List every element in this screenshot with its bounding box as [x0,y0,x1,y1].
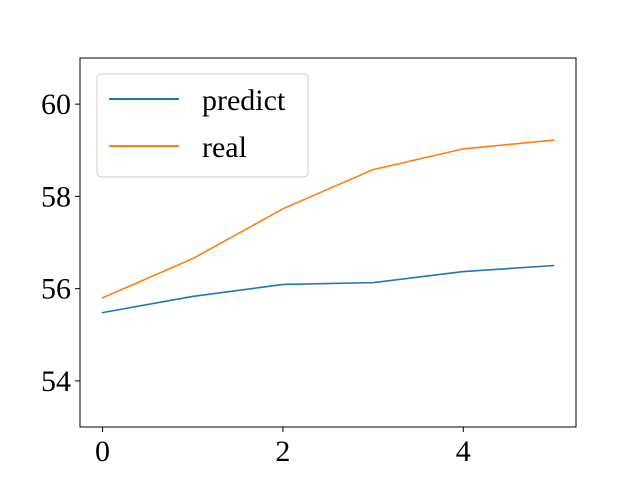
series-layer [101,139,555,314]
x-tick-label: 2 [275,435,290,468]
x-tick-label: 0 [95,435,110,468]
legend: predict real [96,73,309,178]
series-line-real [101,139,555,299]
y-tick-label: 54 [41,365,71,398]
y-tick-label: 58 [41,180,71,213]
y-tick-label: 56 [41,273,71,306]
legend-label-real: real [202,131,247,164]
y-axis-ticks: 54 56 58 60 [41,88,80,398]
x-tick-label: 4 [456,435,471,468]
y-tick-label: 60 [41,88,71,121]
series-line-predict [101,264,555,314]
legend-label-predict: predict [202,84,286,117]
plot-area-frame [79,57,577,428]
x-axis-ticks: 0 2 4 [95,427,471,468]
